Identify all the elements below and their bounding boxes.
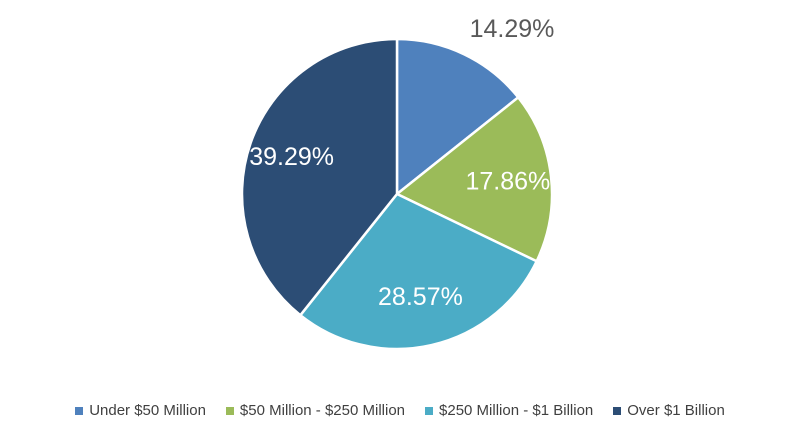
legend-item-under-50m: Under $50 Million <box>75 402 206 419</box>
legend-swatch <box>75 406 84 415</box>
legend-item-50m-250m: $50 Million - $250 Million <box>225 402 406 419</box>
legend-item-250m-1b: $250 Million - $1 Billion <box>425 402 593 419</box>
legend: Under $50 Million $50 Million - $250 Mil… <box>0 402 800 419</box>
data-label: 14.29% <box>470 15 555 43</box>
legend-label: $250 Million - $1 Billion <box>439 402 594 419</box>
pie-data-labels: 14.29% 17.86% 28.57% 39.29% <box>249 15 554 311</box>
data-label: 17.86% <box>466 168 551 196</box>
slice-over-1b <box>240 37 399 317</box>
legend-label: $50 Million - $250 Million <box>239 402 406 419</box>
pie-slices <box>240 37 554 351</box>
data-label: 28.57% <box>378 283 463 311</box>
slice-50m-250m <box>395 96 554 263</box>
legend-item-over-1b: Over $1 Billion <box>613 402 725 419</box>
slice-under-50m <box>395 37 520 196</box>
legend-label: Under $50 Million <box>89 402 206 419</box>
pie-plot-area: 14.29% 17.86% 28.57% 39.29% <box>240 15 554 351</box>
legend-swatch <box>225 406 234 415</box>
legend-label: Over $1 Billion <box>627 402 725 419</box>
data-label: 39.29% <box>249 143 334 171</box>
slice-250m-1b <box>299 192 538 351</box>
legend-swatch <box>425 406 434 415</box>
legend-swatch <box>613 406 622 415</box>
